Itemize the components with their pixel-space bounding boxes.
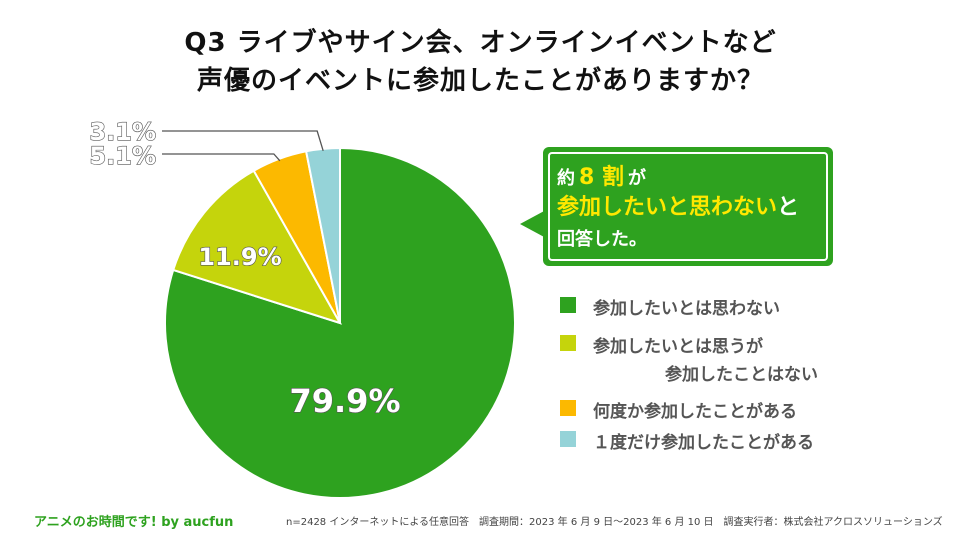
legend-label: 何度か参加したことがある (593, 402, 797, 422)
callout-line2: 参加したいと思わないと (557, 189, 799, 221)
legend-swatch (560, 297, 576, 313)
legend-swatch (560, 400, 576, 416)
footer-brand: アニメのお時間です! by aucfun (34, 515, 234, 530)
data-label-11-9: 11.9% (198, 243, 281, 271)
data-label-79-9: 79.9% (289, 382, 400, 420)
leader-line-5-1 (162, 153, 281, 162)
legend-label-line2: 参加したことはない (665, 365, 818, 385)
legend-label: 参加したいとは思わない (593, 299, 780, 319)
callout-suffix1: が (627, 168, 646, 189)
data-label-3-1: 3.1% (89, 118, 156, 146)
callout-line3: 回答した。 (557, 229, 647, 250)
legend-label: １度だけ参加したことがある (593, 433, 814, 453)
callout-highlight-answer: 参加したいと思わない (557, 195, 778, 220)
chart-title-line1: Q3 ライブやサイン会、オンラインイベントなど (184, 28, 777, 58)
chart-title-line2: 声優のイベントに参加したことがありますか？ (196, 66, 764, 96)
slice-interested-not-attended (171, 169, 343, 325)
callout-prefix: 約 (557, 168, 575, 189)
callout-suffix2: と (777, 195, 800, 220)
callout-tail (520, 210, 546, 238)
data-label-5-1: 5.1% (89, 142, 156, 170)
callout-highlight-ratio: 8 割 (579, 165, 624, 190)
legend-swatch (560, 431, 576, 447)
legend-swatch (560, 335, 576, 351)
footer-survey-note: n=2428 インターネットによる任意回答 調査期間：2023 年 6 月 9 … (286, 517, 943, 528)
leader-line-3-1 (162, 130, 324, 152)
legend-label: 参加したいとは思うが (593, 337, 763, 357)
